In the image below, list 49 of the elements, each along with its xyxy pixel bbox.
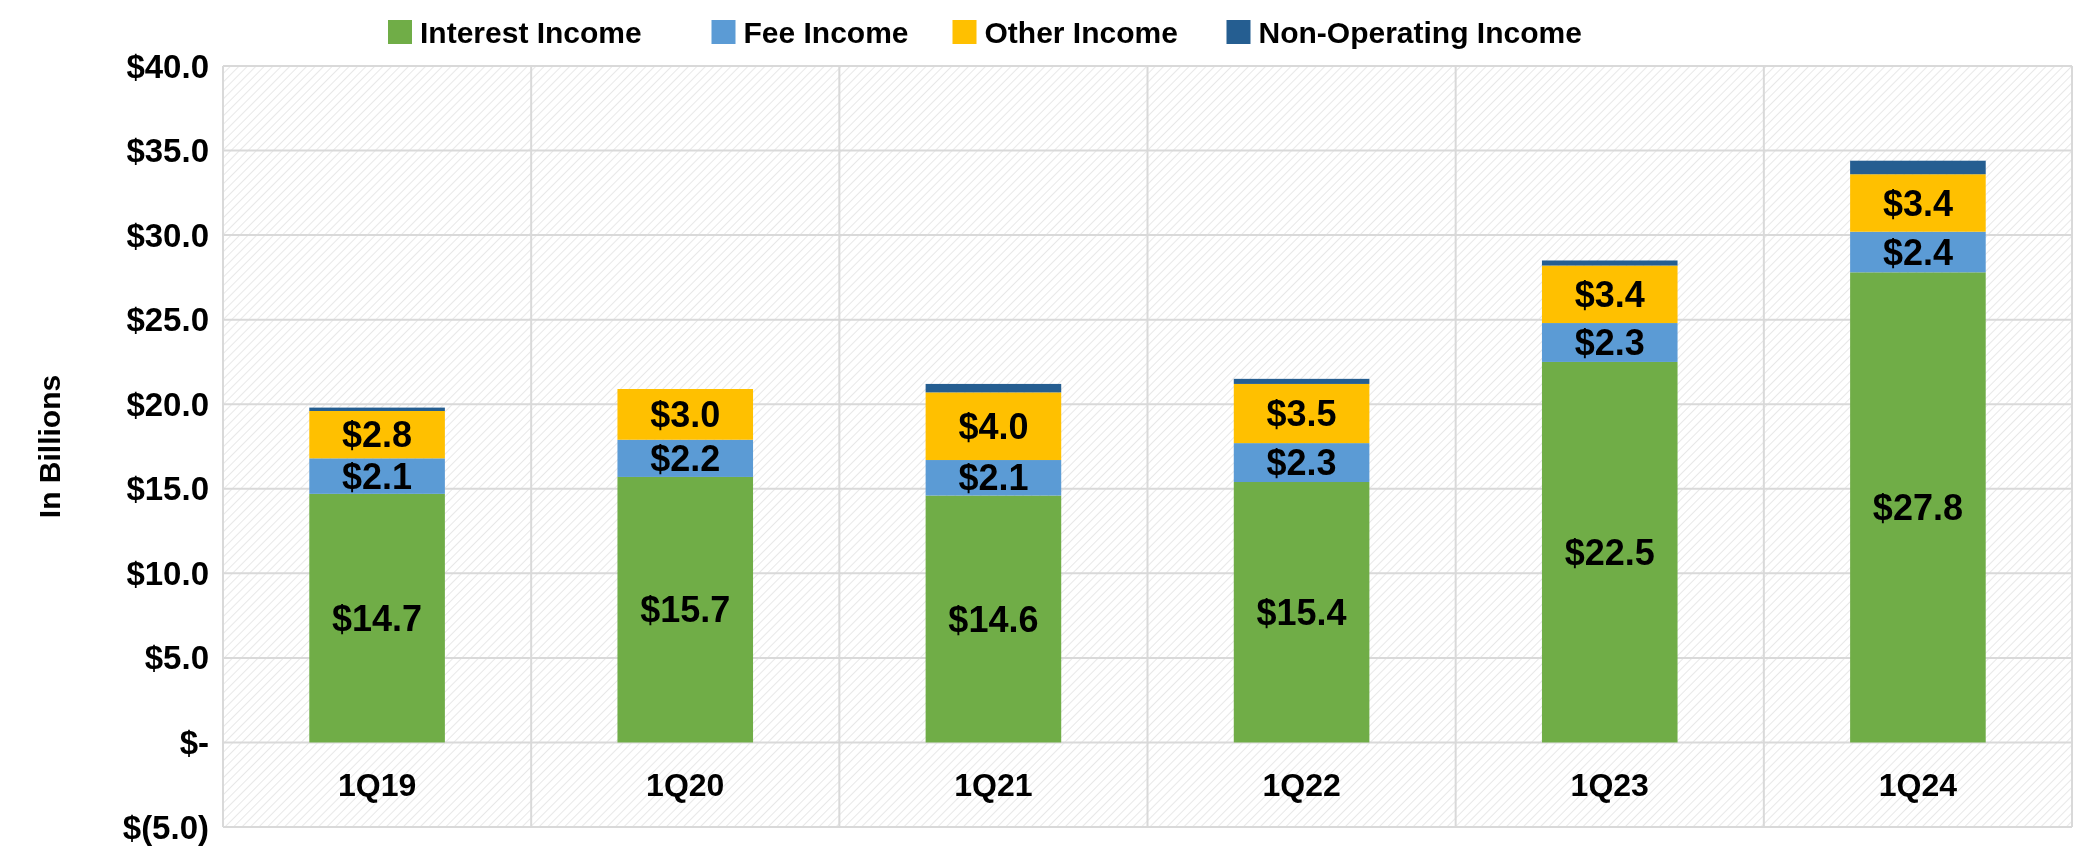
bar — [1850, 160, 1986, 175]
bar — [925, 495, 1062, 743]
x-tick-label: 1Q22 — [1262, 766, 1341, 803]
data-label: $15.4 — [1256, 591, 1347, 633]
y-tick-label: $15.0 — [126, 470, 209, 508]
data-label: $2.1 — [958, 457, 1029, 499]
data-label: $3.0 — [650, 393, 721, 435]
bar — [1233, 378, 1370, 384]
legend-label: Interest Income — [420, 15, 642, 49]
data-label: $2.1 — [342, 455, 413, 497]
bar — [1850, 272, 1986, 743]
data-label: $2.3 — [1266, 442, 1337, 484]
data-label: $2.4 — [1882, 231, 1953, 273]
data-label: $27.8 — [1872, 486, 1963, 528]
bar — [1541, 260, 1678, 266]
data-label: $2.2 — [650, 437, 721, 479]
bar — [925, 383, 1062, 393]
legend-label: Non-Operating Income — [1258, 15, 1582, 49]
data-label: $22.5 — [1564, 531, 1655, 573]
x-tick-label: 1Q21 — [954, 766, 1033, 803]
data-label: $4.0 — [958, 405, 1029, 447]
data-label: $15.7 — [640, 589, 731, 631]
y-tick-label: $- — [179, 723, 209, 761]
y-tick-label: $40.0 — [126, 47, 209, 85]
y-tick-label: $35.0 — [126, 132, 209, 170]
x-tick-label: 1Q23 — [1570, 766, 1649, 803]
y-tick-label: $20.0 — [126, 385, 209, 423]
data-label: $3.5 — [1266, 393, 1337, 435]
data-label: $14.7 — [332, 597, 423, 639]
x-tick-label: 1Q19 — [337, 766, 417, 803]
bar — [1233, 482, 1370, 743]
y-tick-label: $10.0 — [126, 554, 209, 592]
y-tick-label: $30.0 — [126, 216, 209, 254]
y-tick-label: $5.0 — [144, 639, 209, 677]
data-label: $2.3 — [1574, 322, 1645, 364]
legend-label: Other Income — [984, 15, 1178, 49]
bar — [309, 493, 445, 743]
y-tick-label: $25.0 — [126, 301, 209, 339]
x-tick-label: 1Q20 — [646, 766, 725, 803]
y-axis-title: In Billions — [33, 374, 66, 519]
y-tick-label: $(5.0) — [122, 808, 209, 846]
bar — [1541, 361, 1678, 743]
data-label: $2.8 — [342, 414, 413, 456]
data-label: $3.4 — [1882, 182, 1953, 224]
legend-label: Fee Income — [743, 15, 909, 49]
data-label: $14.6 — [948, 598, 1039, 640]
x-tick-label: 1Q24 — [1878, 766, 1958, 803]
data-label: $3.4 — [1574, 273, 1645, 315]
bar — [617, 476, 754, 743]
